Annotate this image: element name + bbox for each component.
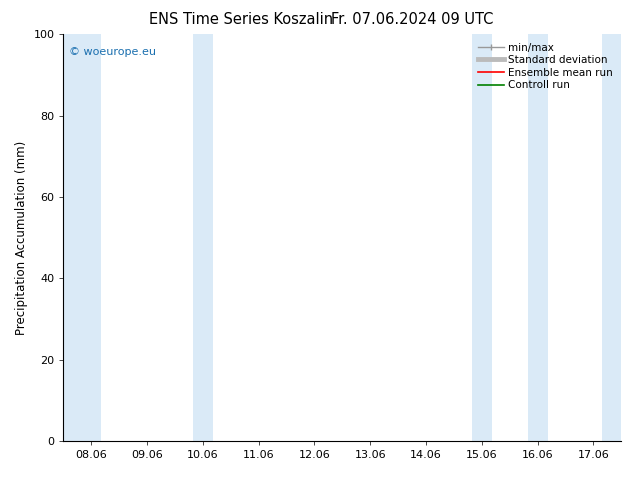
Bar: [63, 34, 101, 441]
Text: © woeurope.eu: © woeurope.eu: [69, 47, 156, 56]
Text: Fr. 07.06.2024 09 UTC: Fr. 07.06.2024 09 UTC: [331, 12, 493, 27]
Text: ENS Time Series Koszalin: ENS Time Series Koszalin: [149, 12, 333, 27]
Bar: [193, 34, 213, 441]
Legend: min/max, Standard deviation, Ensemble mean run, Controll run: min/max, Standard deviation, Ensemble me…: [475, 40, 616, 94]
Bar: [602, 34, 621, 441]
Y-axis label: Precipitation Accumulation (mm): Precipitation Accumulation (mm): [15, 141, 28, 335]
Bar: [472, 34, 492, 441]
Bar: [527, 34, 548, 441]
